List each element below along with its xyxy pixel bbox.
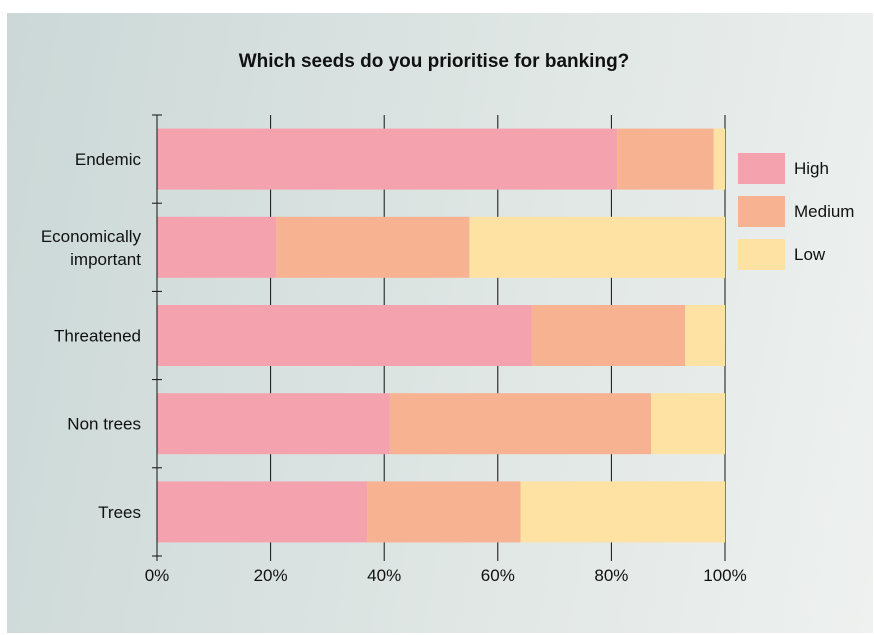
category-label: Economically bbox=[41, 227, 142, 246]
x-tick-labels: 0% 20% 40% 60% 80% 100% bbox=[145, 566, 747, 585]
bar-high-economically-important bbox=[157, 216, 277, 278]
bar-medium-non-trees bbox=[389, 393, 652, 455]
bar-high-non-trees bbox=[157, 393, 390, 455]
bar-medium-economically-important bbox=[276, 216, 470, 278]
x-tick-label: 80% bbox=[594, 566, 628, 585]
bar-low-non-trees bbox=[651, 393, 725, 455]
category-label: Non trees bbox=[67, 415, 141, 434]
x-tick-label: 100% bbox=[703, 566, 746, 585]
x-tick-label: 40% bbox=[367, 566, 401, 585]
category-label: Endemic bbox=[75, 150, 142, 169]
category-label: Threatened bbox=[54, 327, 141, 346]
bar-low-threatened bbox=[685, 305, 725, 366]
bar-high-endemic bbox=[157, 128, 618, 190]
bar-low-economically-important bbox=[469, 216, 725, 278]
category-labels: Endemic Economically important Threatened No… bbox=[41, 150, 142, 522]
bar-medium-threatened bbox=[531, 305, 686, 366]
bar-medium-trees bbox=[367, 481, 521, 543]
legend: High Medium Low bbox=[738, 153, 854, 270]
legend-label-medium: Medium bbox=[794, 202, 854, 221]
bar-high-threatened bbox=[157, 305, 532, 366]
category-label: Trees bbox=[98, 503, 141, 522]
chart-title: Which seeds do you prioritise for bankin… bbox=[239, 51, 630, 72]
legend-label-high: High bbox=[794, 159, 829, 178]
stacked-bar-chart: Which seeds do you prioritise for bankin… bbox=[41, 51, 855, 585]
x-tick-label: 0% bbox=[145, 566, 170, 585]
x-tick-label: 20% bbox=[254, 566, 288, 585]
bar-medium-endemic bbox=[617, 128, 714, 190]
bar-low-trees bbox=[520, 481, 725, 543]
legend-swatch-low bbox=[738, 239, 785, 270]
chart-panel: Which seeds do you prioritise for bankin… bbox=[7, 13, 873, 633]
x-tick-label: 60% bbox=[481, 566, 515, 585]
legend-swatch-medium bbox=[738, 196, 785, 227]
bar-high-trees bbox=[157, 481, 368, 543]
legend-swatch-high bbox=[738, 153, 785, 184]
legend-label-low: Low bbox=[794, 245, 826, 264]
bars bbox=[157, 128, 725, 543]
bar-low-endemic bbox=[713, 128, 725, 190]
axes bbox=[152, 114, 726, 561]
category-label: important bbox=[70, 250, 141, 269]
